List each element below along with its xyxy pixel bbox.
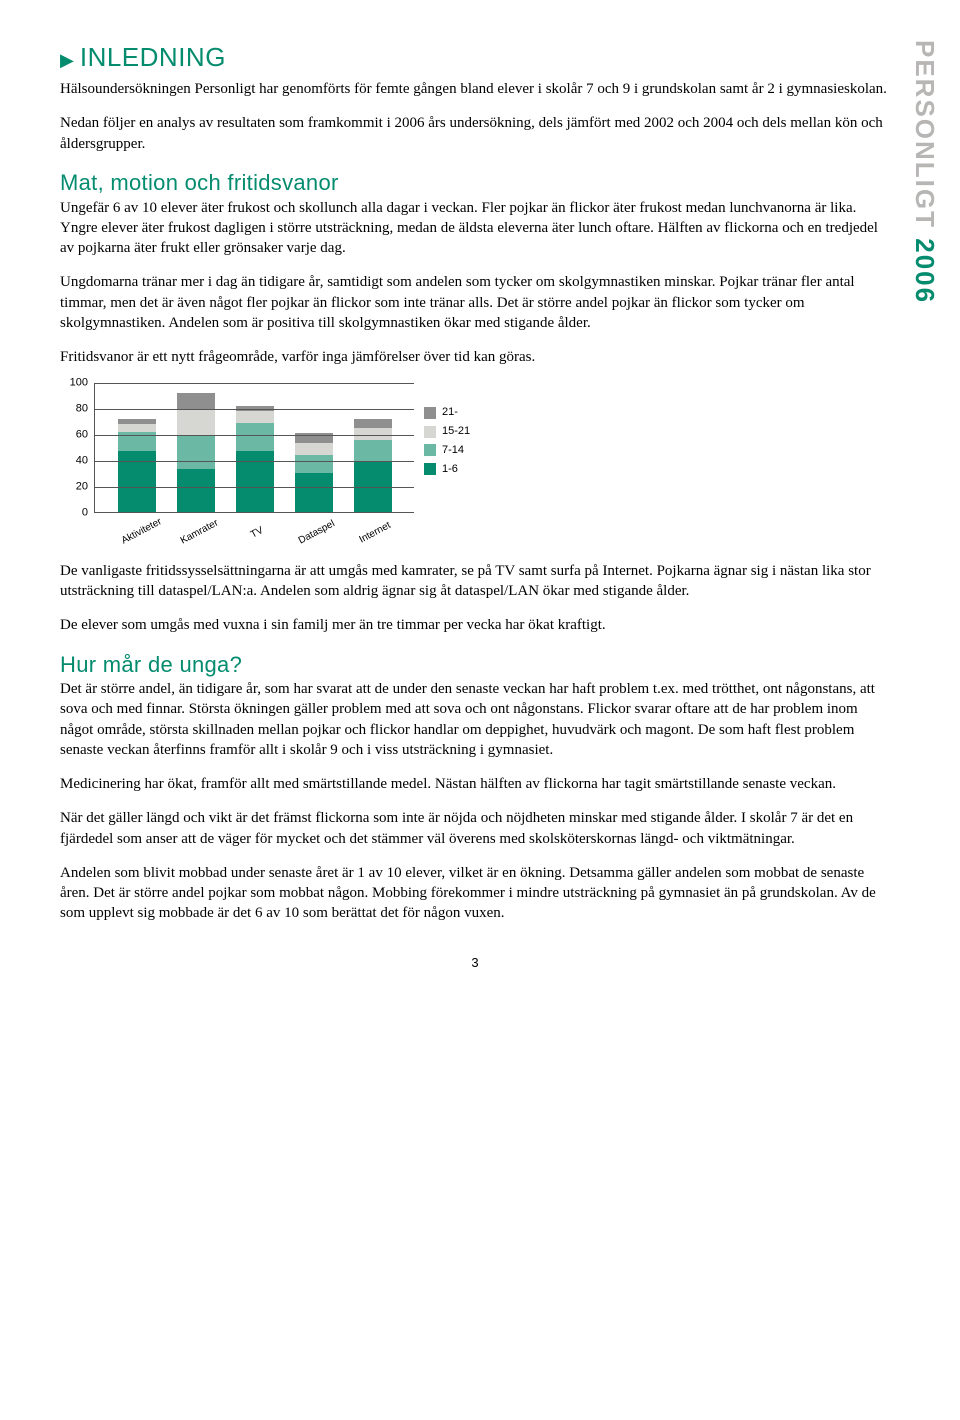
chart-gridline	[95, 383, 414, 384]
chart-bar-segment	[177, 393, 215, 410]
paragraph-7: De elever som umgås med vuxna i sin fami…	[60, 615, 890, 635]
chart-legend: 21- 15-21 7-14 1-6	[424, 405, 470, 480]
chart-bar-segment	[354, 440, 392, 462]
chart-bar-segment	[236, 423, 274, 452]
paragraph-9: Medicinering har ökat, framför allt med …	[60, 774, 890, 794]
chart-gridline	[95, 461, 414, 462]
paragraph-4: Ungdomarna tränar mer i dag än tidigare …	[60, 272, 890, 333]
intro-paragraph-2: Nedan följer en analys av resultaten som…	[60, 113, 890, 154]
sidebar-label: PERSONLIGT 2006	[907, 40, 942, 304]
sidebar-label-text: PERSONLIGT	[910, 40, 940, 229]
paragraph-5: Fritidsvanor är ett nytt frågeområde, va…	[60, 347, 890, 367]
chart-x-label: Dataspel	[296, 518, 336, 548]
chart-y-tick: 60	[76, 428, 88, 443]
sidebar-year: 2006	[910, 238, 940, 304]
chart-legend-item: 7-14	[424, 443, 470, 458]
paragraph-6: De vanligaste fritidssysselsättningarna …	[60, 561, 890, 602]
chart-y-tick: 0	[82, 506, 88, 521]
chart-gridline	[95, 409, 414, 410]
chart-bar	[118, 419, 156, 513]
chart-legend-label: 1-6	[442, 462, 458, 477]
chart-legend-swatch	[424, 426, 436, 438]
chart-bar-segment	[295, 455, 333, 473]
page-number: 3	[60, 954, 890, 972]
chart-legend-label: 7-14	[442, 443, 464, 458]
chart-legend-swatch	[424, 463, 436, 475]
chart-legend-swatch	[424, 444, 436, 456]
section-heading-hur: Hur mår de unga?	[60, 650, 890, 680]
chart-plot	[94, 383, 414, 513]
chart-x-label: Kamrater	[178, 518, 218, 548]
chart-bar-segment	[177, 469, 215, 512]
chart-bar-segment	[354, 428, 392, 440]
chart-y-tick: 80	[76, 402, 88, 417]
chart-bars-container	[95, 383, 414, 512]
chart-legend-label: 21-	[442, 405, 458, 420]
chart-bar-segment	[295, 473, 333, 512]
chart-legend-label: 15-21	[442, 424, 470, 439]
paragraph-3: Ungefär 6 av 10 elever äter frukost och …	[60, 198, 890, 259]
section-heading-mat: Mat, motion och fritidsvanor	[60, 168, 890, 198]
chart-y-tick: 100	[70, 376, 88, 391]
chart-x-label: Internet	[356, 518, 396, 548]
page-title: INLEDNING	[80, 40, 226, 75]
chart-x-label: TV	[237, 518, 277, 548]
chart-bar-segment	[177, 410, 215, 436]
chart-legend-item: 21-	[424, 405, 470, 420]
chart-bar-segment	[354, 419, 392, 428]
chart-y-tick: 20	[76, 480, 88, 495]
fritid-chart: 020406080100 21-15-217-141-6 Aktiviteter…	[60, 383, 890, 541]
chart-bar-segment	[295, 443, 333, 455]
paragraph-11: Andelen som blivit mobbad under senaste …	[60, 863, 890, 924]
chart-bar	[295, 433, 333, 512]
chart-y-tick: 40	[76, 454, 88, 469]
chart-gridline	[95, 487, 414, 488]
chart-legend-item: 1-6	[424, 462, 470, 477]
chart-bar	[236, 406, 274, 513]
paragraph-10: När det gäller längd och vikt är det frä…	[60, 808, 890, 849]
chart-x-label: Aktiviteter	[119, 518, 159, 548]
chart-legend-swatch	[424, 407, 436, 419]
chart-bar-segment	[236, 411, 274, 423]
chart-bar	[177, 393, 215, 513]
chart-y-axis: 020406080100	[60, 383, 94, 513]
heading-row: ▶ INLEDNING	[60, 40, 890, 75]
chart-bar-segment	[177, 436, 215, 470]
chart-gridline	[95, 435, 414, 436]
chart-legend-item: 15-21	[424, 424, 470, 439]
paragraph-8: Det är större andel, än tidigare år, som…	[60, 679, 890, 760]
heading-marker-icon: ▶	[60, 48, 74, 72]
chart-bar-segment	[118, 424, 156, 432]
chart-x-labels: AktiviteterKamraterTVDataspelInternet	[94, 517, 414, 541]
intro-paragraph-1: Hälsoundersökningen Personligt har genom…	[60, 79, 890, 99]
chart-bar	[354, 419, 392, 513]
